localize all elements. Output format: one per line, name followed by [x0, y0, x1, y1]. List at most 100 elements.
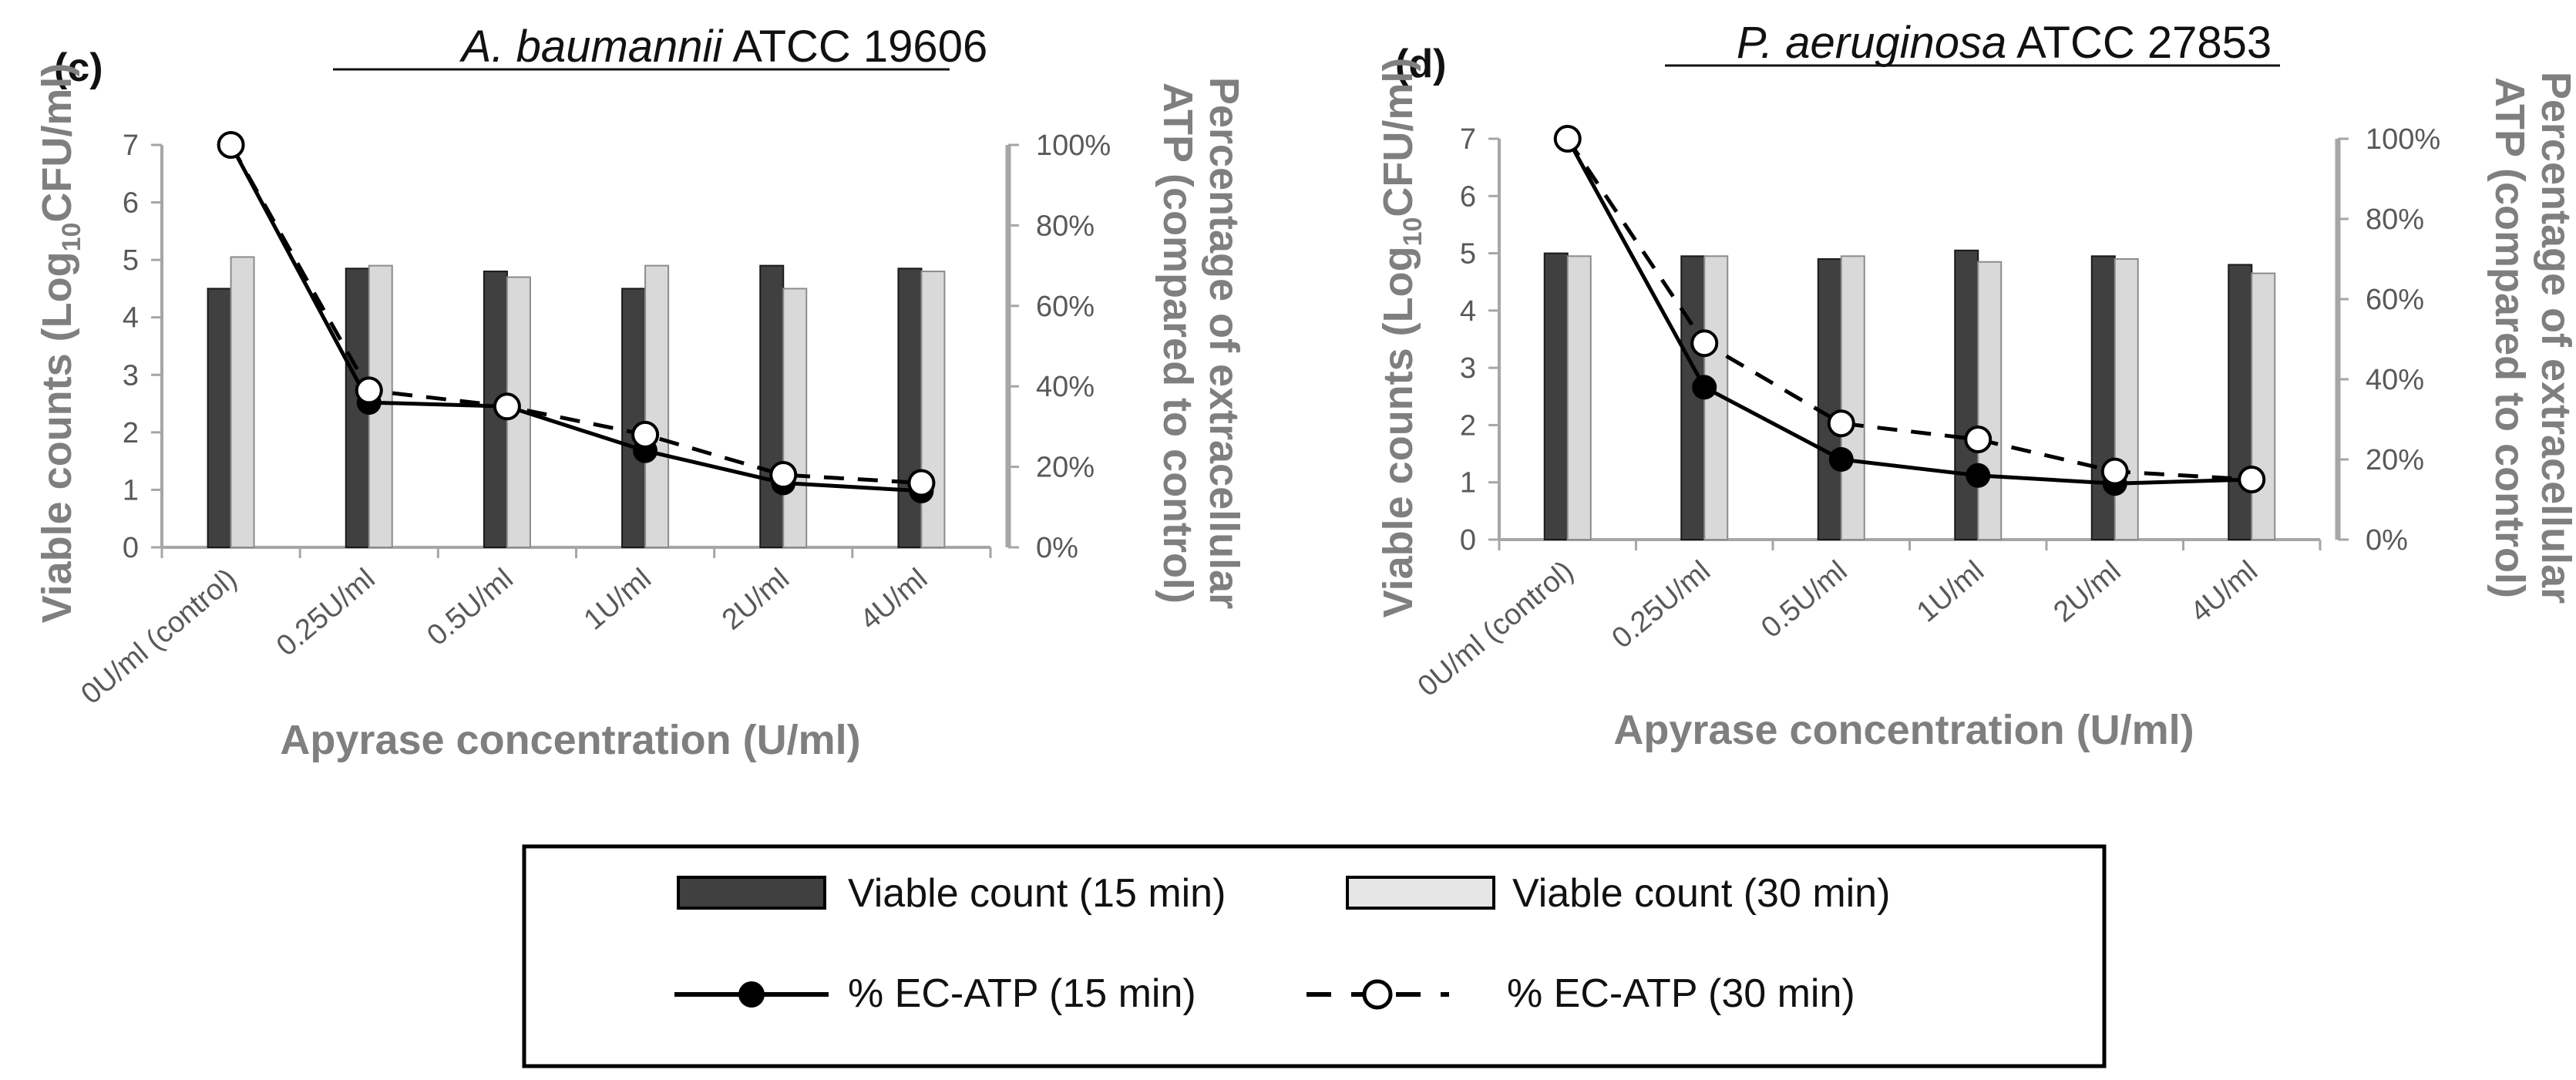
- x-axis-title: Apyrase concentration (U/ml): [1613, 707, 2194, 753]
- chart-panel-d: (d) P. aeruginosa ATCC 27853 0 1 2 3 4 5 6 7 0% 20%…: [1375, 18, 2576, 753]
- right-axis-title-line: Percentage of extracellular: [1201, 77, 1247, 609]
- marker-atp-30: [1827, 409, 1855, 438]
- chart-title-species: A. baumannii: [459, 22, 725, 72]
- bar-viable-30: [920, 271, 946, 548]
- right-tick-label: 20%: [1036, 452, 1095, 484]
- legend-swatch-viable-30: [1346, 876, 1495, 910]
- right-axis-title-line: Percentage of extracellular: [2533, 72, 2576, 604]
- line-atp-15: [229, 143, 922, 493]
- left-tick-label: 3: [123, 359, 139, 392]
- left-tick-label: 6: [1460, 180, 1476, 213]
- chart-title-species: P. aeruginosa: [1737, 18, 2006, 68]
- bar-viable-30: [644, 264, 670, 548]
- line-atp-30: [229, 143, 922, 485]
- bar-viable-15: [1543, 252, 1569, 540]
- line-atp-30: [1565, 137, 2252, 482]
- chart-title-strain: ATCC 19606: [722, 22, 987, 72]
- bar-viable-30: [230, 256, 255, 548]
- bar-viable-15: [1817, 258, 1842, 540]
- left-axis-title-subscript: 10: [1398, 217, 1428, 247]
- chart-title: A. baumannii ATCC 19606: [459, 22, 987, 72]
- marker-atp-30: [769, 461, 798, 490]
- x-category-label: 0U/ml (control): [76, 563, 244, 711]
- marker-atp-30: [2238, 466, 2266, 493]
- left-axis-title-part: CFU/ml): [1375, 58, 1421, 217]
- legend-label-atp-15: % EC-ATP (15 min): [848, 971, 1196, 1016]
- x-category-label: 1U/ml: [1911, 555, 1990, 629]
- left-tick-label: 5: [123, 244, 139, 277]
- bar-viable-30: [2251, 272, 2276, 540]
- bar-viable-30: [2114, 258, 2139, 540]
- legend-label-viable-30: Viable count (30 min): [1512, 871, 1890, 916]
- left-tick-label: 5: [1460, 238, 1476, 271]
- x-category-label: 4U/ml: [2184, 555, 2264, 629]
- marker-atp-30: [355, 376, 383, 405]
- bar-viable-30: [1840, 255, 1865, 540]
- left-tick-label: 0: [1460, 524, 1476, 557]
- left-tick-label: 0: [123, 532, 139, 564]
- right-axis-title: Percentage of extracellularATP (compared…: [1155, 77, 1247, 609]
- marker-atp-30: [493, 392, 521, 421]
- left-tick-label: 2: [1460, 409, 1476, 442]
- left-tick-label: 1: [1460, 467, 1476, 500]
- x-category-label: 0.25U/ml: [271, 563, 381, 663]
- bar-viable-15: [2228, 264, 2253, 540]
- legend-marker-atp-30: [1362, 979, 1393, 1010]
- x-category-label: 0U/ml (control): [1412, 555, 1580, 703]
- bar-viable-30: [782, 288, 808, 548]
- marker-atp-30: [1553, 125, 1582, 153]
- marker-atp-30: [631, 420, 660, 449]
- bar-viable-30: [1566, 255, 1592, 540]
- chart-title-strain: ATCC 27853: [2006, 18, 2272, 68]
- bar-viable-15: [621, 288, 647, 548]
- panel-letter: (d): [1395, 42, 1446, 86]
- left-tick-label: 4: [123, 302, 139, 335]
- left-tick-label: 6: [123, 187, 139, 220]
- marker-atp-30: [1964, 426, 1993, 453]
- x-category-label: 0.25U/ml: [1606, 555, 1717, 655]
- bar-viable-15: [207, 288, 232, 548]
- marker-atp-30: [217, 131, 245, 159]
- left-axis-title-part: Viable counts (Log: [1375, 246, 1421, 617]
- marker-atp-15: [1828, 447, 1854, 472]
- right-axis-title-line: ATP (compared to control): [1155, 82, 1201, 604]
- left-tick-label: 7: [1460, 123, 1476, 156]
- bar-viable-15: [759, 264, 785, 548]
- right-tick-label: 0%: [2366, 524, 2408, 557]
- marker-atp-30: [2100, 457, 2129, 486]
- left-tick-label: 7: [123, 130, 139, 162]
- right-axis-title: Percentage of extracellularATP (compared…: [2487, 72, 2576, 604]
- marker-atp-30: [907, 469, 936, 497]
- legend-label-viable-15: Viable count (15 min): [848, 871, 1226, 916]
- bar-viable-15: [897, 267, 923, 548]
- left-tick-label: 1: [123, 474, 139, 506]
- right-tick-label: 100%: [2366, 123, 2440, 156]
- chart-title: P. aeruginosa ATCC 27853: [1737, 18, 2272, 68]
- left-tick-label: 4: [1460, 295, 1476, 328]
- x-category-label: 2U/ml: [2048, 555, 2127, 629]
- x-category-label: 2U/ml: [716, 563, 795, 637]
- x-category-label: 0.5U/ml: [421, 563, 519, 652]
- right-tick-label: 60%: [2366, 284, 2424, 316]
- x-category-label: 4U/ml: [854, 563, 933, 637]
- left-axis-title: Viable counts (Log10CFU/ml): [34, 63, 86, 624]
- bar-viable-15: [2090, 255, 2116, 540]
- marker-atp-15: [1692, 375, 1717, 400]
- right-tick-label: 0%: [1036, 532, 1078, 564]
- right-tick-label: 80%: [1036, 210, 1095, 242]
- marker-atp-15: [1966, 463, 1991, 488]
- x-category-label: 0.5U/ml: [1755, 555, 1853, 644]
- left-axis-title-part: Viable counts (Log: [34, 251, 80, 623]
- chart-panel-c: (c) A. baumannii ATCC 19606 0 1 2 3 4 5 6 7 0% 20% 4…: [34, 22, 1247, 763]
- right-tick-label: 80%: [2366, 204, 2424, 236]
- legend: Viable count (15 min) Viable count (30 m…: [522, 844, 2107, 1068]
- right-tick-label: 40%: [2366, 364, 2424, 396]
- line-atp-15: [1565, 137, 2252, 486]
- legend-label-atp-30: % EC-ATP (30 min): [1507, 971, 1855, 1016]
- left-axis-title-subscript: 10: [57, 223, 86, 252]
- right-tick-label: 60%: [1036, 291, 1095, 323]
- left-tick-label: 3: [1460, 352, 1476, 385]
- left-axis-title: Viable counts (Log10CFU/ml): [1375, 58, 1428, 618]
- x-axis-title: Apyrase concentration (U/ml): [280, 717, 860, 763]
